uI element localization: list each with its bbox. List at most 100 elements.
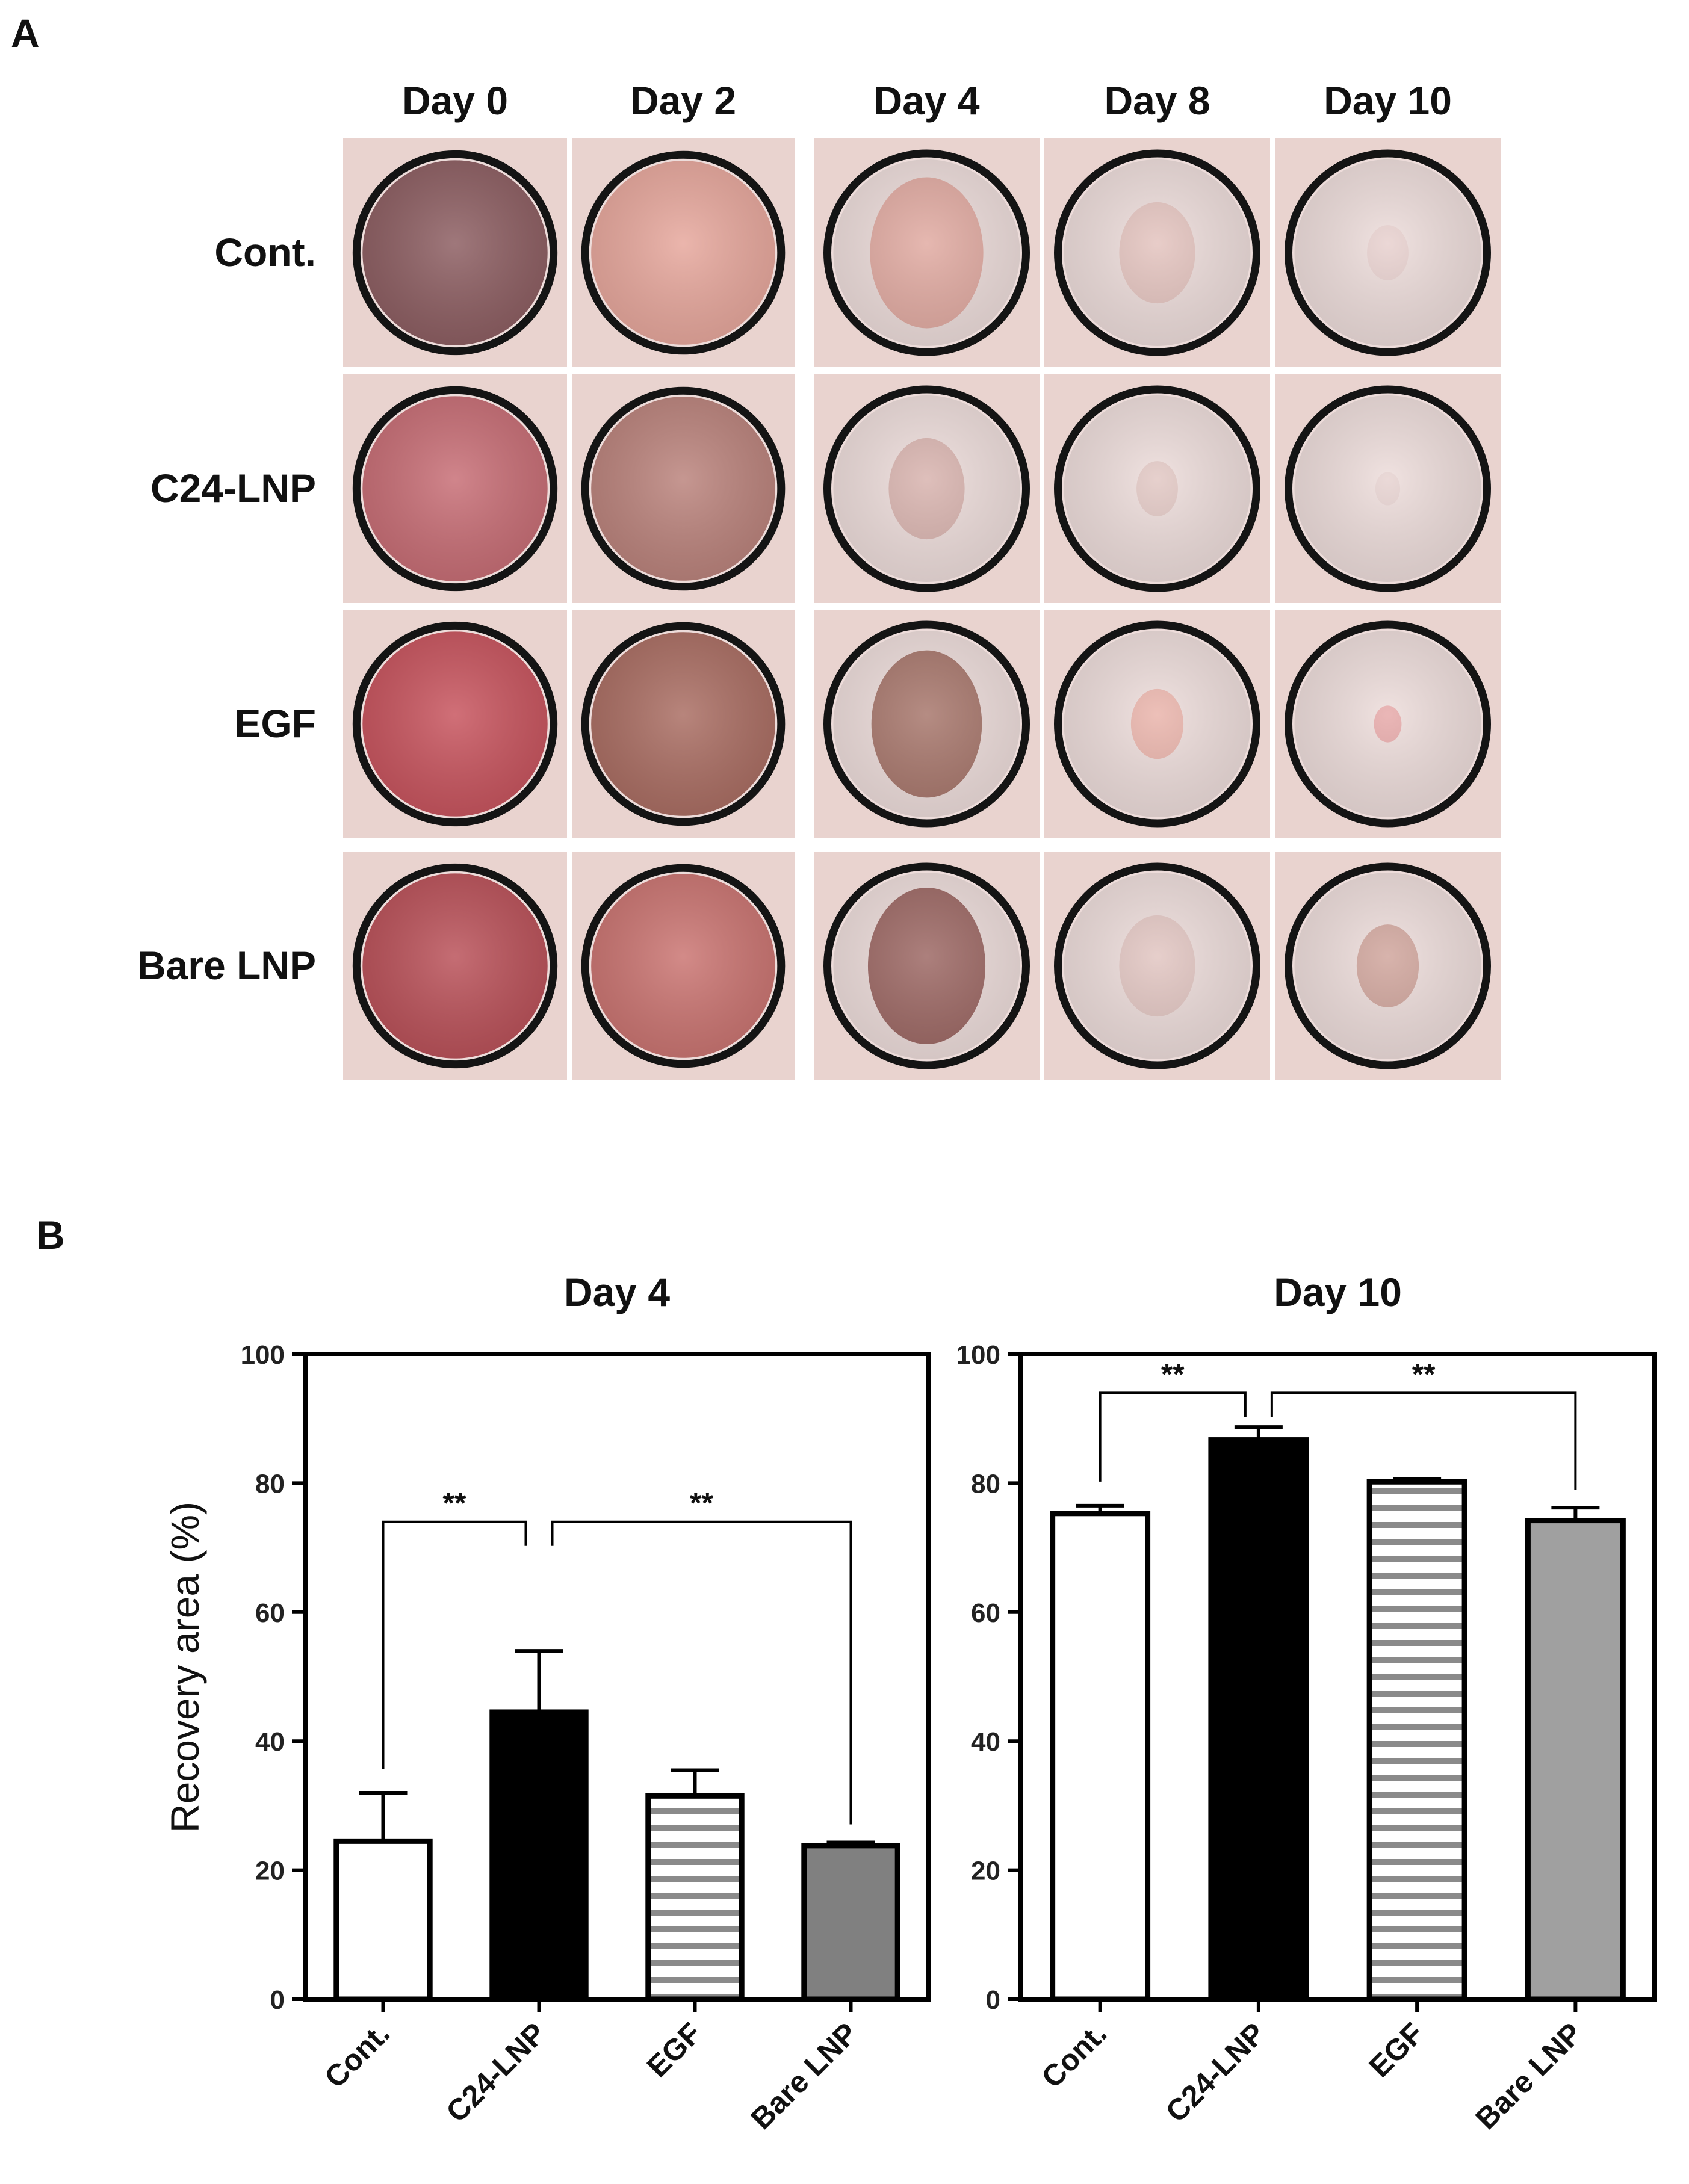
column-label-day-8: Day 8 [1104, 78, 1210, 123]
y-tick-label: 80 [971, 1469, 1000, 1499]
row-label-bare-lnp: Bare LNP [137, 943, 316, 988]
splint-ring [581, 622, 786, 826]
column-label-day-4: Day 4 [873, 78, 979, 123]
row-label-cont: Cont. [214, 230, 316, 274]
wound-photo [814, 610, 1040, 838]
photo-grid: Day 0 Day 2 Day 4 Day 8 Day 10 Cont. C24-LNP EG… [137, 78, 1501, 1080]
wound-photo [1044, 610, 1270, 838]
photo-shading [1064, 395, 1251, 582]
photo-shading [362, 160, 548, 345]
photo-shading [591, 397, 775, 581]
wound-photo [572, 374, 795, 603]
splint-ring [581, 864, 786, 1068]
chart-day-4: Day 4 0 20 40 60 80 100 Cont. C24-LNP EGF Bare LNP… [241, 1270, 931, 2136]
splint-ring [823, 862, 1030, 1069]
splint-ring [352, 386, 558, 592]
chart-title: Day 10 [1274, 1270, 1402, 1314]
significance-bracket [1099, 1391, 1247, 1482]
bar-egf [1366, 1479, 1467, 2002]
x-tick-label: EGF [1363, 2016, 1430, 2083]
photo-shading [362, 873, 548, 1059]
wound-photo [1275, 138, 1501, 367]
photo-shading [362, 631, 548, 817]
photo-shading [591, 874, 775, 1058]
photo-shading [1294, 873, 1481, 1059]
bar-egf [645, 1793, 745, 2002]
y-tick-label: 60 [255, 1598, 285, 1628]
wound-photo [1275, 374, 1501, 603]
significance-marker: ** [690, 1486, 713, 1520]
splint-ring [1285, 862, 1491, 1069]
x-tick-label: C24-LNP [439, 2016, 552, 2129]
photo-shading [833, 395, 1020, 582]
x-tick-label: Cont. [1035, 2016, 1113, 2094]
wound-photo [1044, 138, 1270, 367]
bar-bare-lnp [1525, 1518, 1626, 2002]
y-tick-label: 40 [971, 1727, 1000, 1757]
significance-marker: ** [1161, 1357, 1185, 1391]
significance-marker: ** [443, 1486, 466, 1520]
y-axis-label: Recovery area (%) [163, 1502, 207, 1833]
splint-ring [1285, 385, 1491, 592]
plot-frame [303, 1352, 931, 2002]
wound-photo [572, 138, 795, 367]
column-label-day-2: Day 2 [630, 78, 736, 123]
bar-c24-lnp [489, 1709, 589, 2002]
y-tick-label: 0 [986, 1985, 1000, 2015]
splint-ring [1054, 862, 1260, 1069]
significance-marker: ** [1412, 1357, 1436, 1391]
plot-frame [1018, 1352, 1657, 2002]
y-tick-label: 20 [255, 1857, 285, 1886]
y-tick-label: 100 [956, 1340, 1000, 1370]
wound-photo [1044, 852, 1270, 1080]
photo-shading [833, 159, 1020, 346]
splint-ring [352, 863, 558, 1069]
significance-bracket [382, 1520, 527, 1769]
bar-c24-lnp [1208, 1437, 1309, 2002]
bar-cont [333, 1838, 433, 2002]
x-tick-label: Bare LNP [1469, 2016, 1588, 2136]
splint-ring [352, 621, 558, 827]
wound-photo [1275, 610, 1501, 838]
splint-ring [581, 386, 786, 591]
x-tick-label: Bare LNP [745, 2016, 864, 2136]
panel-a-label: A [11, 11, 40, 55]
wound-photo [814, 374, 1040, 603]
photo-shading [1294, 395, 1481, 582]
photo-shading [1294, 159, 1481, 346]
x-tick-label: Cont. [318, 2016, 396, 2094]
photo-shading [591, 632, 775, 816]
wound-photo [814, 852, 1040, 1080]
chart-day-10: Day 10 0 20 40 60 80 100 Cont. C24-LNP EGF Bare LN… [956, 1270, 1657, 2136]
photo-shading [1064, 159, 1251, 346]
splint-ring [1285, 149, 1491, 356]
panel-b-label: B [36, 1213, 65, 1257]
photo-shading [1294, 631, 1481, 817]
row-label-c24-lnp: C24-LNP [150, 466, 316, 510]
y-tick-label: 60 [971, 1598, 1000, 1628]
photo-shading [833, 631, 1020, 817]
splint-ring [823, 385, 1030, 592]
y-tick-label: 0 [270, 1985, 285, 2015]
chart-title: Day 4 [564, 1270, 670, 1314]
photo-shading [1064, 873, 1251, 1059]
y-tick-label: 80 [255, 1469, 285, 1499]
wound-photo [572, 852, 795, 1080]
bar-cont [1050, 1511, 1151, 2002]
y-tick-label: 100 [241, 1340, 285, 1370]
wound-photo [1275, 852, 1501, 1080]
wound-photo [343, 852, 567, 1080]
photo-shading [362, 396, 548, 581]
significance-bracket [551, 1520, 852, 1825]
x-tick-label: C24-LNP [1159, 2016, 1272, 2129]
splint-ring [352, 150, 558, 356]
bar-bare-lnp [801, 1843, 900, 2002]
wound-photo [343, 374, 567, 603]
significance-bracket [1270, 1391, 1577, 1490]
wound-photo [343, 610, 567, 838]
wound-photo [814, 138, 1040, 367]
photo-shading [1064, 631, 1251, 817]
row-label-egf: EGF [234, 701, 316, 746]
wound-photo [1044, 374, 1270, 603]
